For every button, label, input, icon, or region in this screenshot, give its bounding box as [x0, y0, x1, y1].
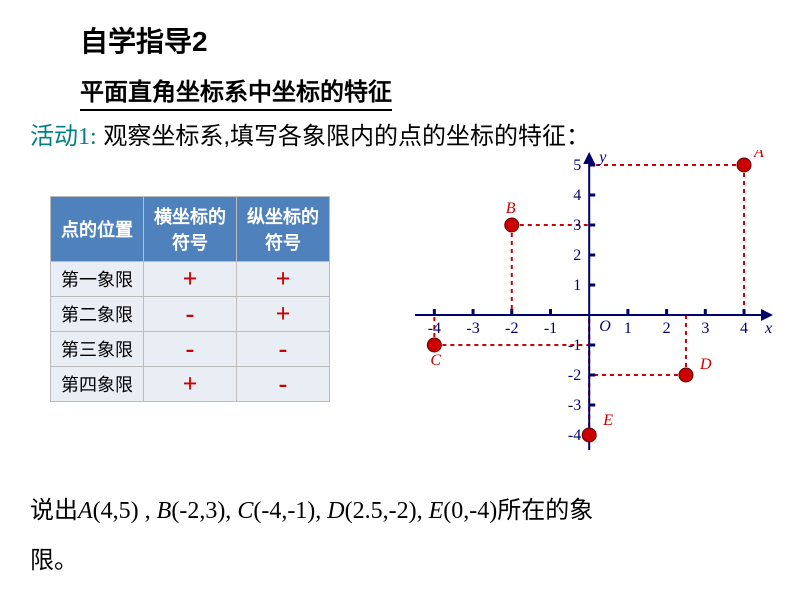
point-letter: B [157, 498, 172, 524]
svg-text:-1: -1 [544, 320, 557, 337]
point-letter: E [429, 498, 444, 524]
svg-text:3: 3 [573, 217, 581, 234]
svg-text:2: 2 [573, 247, 581, 264]
y-sign: + [237, 297, 330, 332]
row-label: 第二象限 [51, 297, 144, 332]
th-position: 点的位置 [51, 197, 144, 262]
bottom-prefix: 说出 [30, 498, 78, 524]
svg-text:y: y [597, 150, 607, 166]
coordinate-chart: -4 -3 -2 -1 1 2 3 4 -4 -3 -2 -1 1 2 3 4 5 Ox y A B C D E [415, 150, 775, 450]
svg-text:C: C [430, 352, 441, 369]
svg-text:4: 4 [740, 320, 748, 337]
y-sign: - [237, 367, 330, 402]
point-coord: (0,-4) [443, 498, 497, 524]
svg-text:B: B [506, 200, 516, 217]
svg-text:-4: -4 [428, 320, 441, 337]
svg-text:D: D [699, 356, 712, 373]
x-sign: - [144, 332, 237, 367]
row-label: 第四象限 [51, 367, 144, 402]
y-sign: - [237, 332, 330, 367]
bottom-suffix: 所在的象 [497, 498, 593, 524]
svg-text:5: 5 [573, 157, 581, 174]
svg-text:A: A [753, 150, 764, 161]
table-row: 第一象限 + + [51, 262, 330, 297]
point-letter: D [327, 498, 344, 524]
svg-text:-3: -3 [568, 397, 581, 414]
table-body: 第一象限 + + 第二象限 - + 第三象限 - - 第四象限 + - [51, 262, 330, 402]
activity-label: 活动1: [30, 124, 97, 150]
svg-text:1: 1 [573, 277, 581, 294]
table-row: 第四象限 + - [51, 367, 330, 402]
row-label: 第一象限 [51, 262, 144, 297]
y-sign: + [237, 262, 330, 297]
point-coord: (4,5) , [93, 498, 157, 524]
row-label: 第三象限 [51, 332, 144, 367]
point-letter: C [237, 498, 253, 524]
svg-text:-1: -1 [568, 337, 581, 354]
svg-text:-4: -4 [568, 427, 581, 444]
point-coord: (-2,3), [171, 498, 237, 524]
svg-text:x: x [764, 320, 772, 337]
quadrant-sign-table: 点的位置 横坐标的 符号 纵坐标的 符号 第一象限 + + 第二象限 - + 第… [50, 196, 330, 402]
svg-text:-2: -2 [505, 320, 518, 337]
svg-text:4: 4 [573, 187, 581, 204]
section-title: 自学指导2 [80, 20, 208, 60]
point-coord: (-4,-1), [253, 498, 327, 524]
point-coord: (2.5,-2), [345, 498, 429, 524]
table-row: 第二象限 - + [51, 297, 330, 332]
subsection-title: 平面直角坐标系中坐标的特征 [80, 72, 392, 111]
table-row: 第三象限 - - [51, 332, 330, 367]
table-header-row: 点的位置 横坐标的 符号 纵坐标的 符号 [51, 197, 330, 262]
svg-text:O: O [599, 318, 611, 335]
svg-text:2: 2 [663, 320, 671, 337]
x-sign: + [144, 367, 237, 402]
th-x-sign: 横坐标的 符号 [144, 197, 237, 262]
activity-text: 观察坐标系,填写各象限内的点的坐标的特征： [97, 123, 590, 150]
svg-text:1: 1 [624, 320, 632, 337]
activity-line: 活动1: 观察坐标系,填写各象限内的点的坐标的特征： [30, 116, 590, 151]
svg-text:E: E [602, 412, 613, 429]
x-sign: - [144, 297, 237, 332]
svg-text:3: 3 [701, 320, 709, 337]
point-letter: A [78, 498, 93, 524]
svg-text:-3: -3 [466, 320, 479, 337]
bottom-line-1: 说出A(4,5) , B(-2,3), C(-4,-1), D(2.5,-2),… [30, 490, 593, 525]
svg-text:-2: -2 [568, 367, 581, 384]
x-sign: + [144, 262, 237, 297]
th-y-sign: 纵坐标的 符号 [237, 197, 330, 262]
bottom-line-2: 限。 [30, 540, 78, 575]
